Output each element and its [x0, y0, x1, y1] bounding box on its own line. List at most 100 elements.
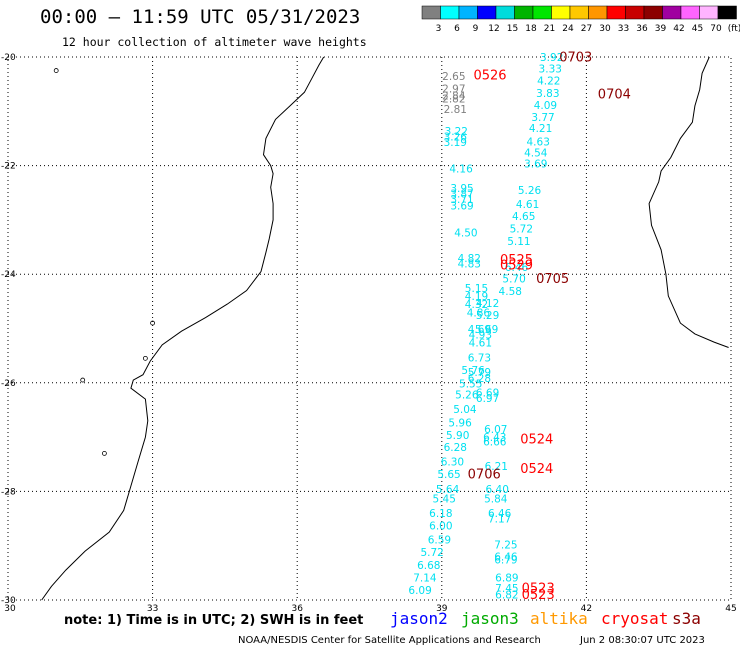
- wave-height-value: 7.17: [488, 514, 511, 526]
- wave-height-value: 6.30: [441, 457, 464, 469]
- wave-height-value: 6.66: [483, 437, 507, 449]
- color-scale-legend: 3 6 9 12 15 18 21 24 27 30 33 36 39 42 45 70 (ft): [421, 5, 740, 34]
- wave-height-value: 4.86: [467, 307, 491, 319]
- pass-time-label: 0706: [468, 468, 501, 483]
- wave-height-value: 5.45: [433, 494, 456, 506]
- wave-height-value: 6.89: [495, 572, 518, 584]
- wave-height-value: 4.63: [527, 136, 550, 148]
- wave-height-value: 5.84: [484, 494, 508, 506]
- map-island: [142, 355, 148, 361]
- wave-height-value: 4.83: [458, 258, 481, 270]
- pass-time-label: 0704: [598, 88, 631, 103]
- wave-height-value: 6.21: [485, 461, 508, 473]
- page-subtitle: 12 hour collection of altimeter wave hei…: [62, 35, 367, 49]
- colorbar-tick-label: (ft): [728, 24, 740, 34]
- colorbar-swatch: [717, 5, 737, 20]
- wave-height-value: 5.04: [453, 404, 477, 416]
- longitude-tick-label: 36: [291, 604, 303, 612]
- pass-time-label: 0524: [520, 432, 553, 447]
- wave-height-value: 6.73: [468, 352, 491, 364]
- wave-height-value: 4.58: [499, 286, 522, 298]
- wave-height-value: 3.33: [539, 63, 562, 75]
- wave-height-value: 4.65: [512, 211, 535, 223]
- longitude-tick-label: 42: [581, 604, 592, 612]
- wave-height-value: 3.22: [445, 126, 468, 138]
- map-island: [102, 450, 107, 456]
- satellite-s3a-label: s3a: [672, 609, 701, 628]
- wave-height-value: 3.83: [536, 88, 559, 100]
- wave-height-value: 5.90: [446, 430, 469, 442]
- wave-height-value: 4.16: [449, 163, 473, 175]
- wave-height-value: 7.25: [494, 540, 517, 552]
- satellite-jason3-label: jason3: [461, 609, 519, 628]
- colorbar-tick-label: 30: [599, 24, 611, 34]
- wave-height-value: 4.93: [469, 330, 492, 342]
- wave-height-value: 6.46: [505, 262, 529, 274]
- colorbar-tick-label: 15: [507, 24, 518, 34]
- wave-height-value: 6.46: [494, 552, 518, 564]
- wave-height-value: 3.69: [524, 159, 547, 171]
- longitude-tick-label: 30: [4, 604, 16, 612]
- latitude-tick-label: -22: [1, 162, 16, 172]
- colorbar-tick-label: 3: [436, 24, 442, 34]
- page-title: 00:00 — 11:59 UTC 05/31/2023: [40, 6, 361, 28]
- wave-height-value: 5.65: [437, 469, 460, 481]
- wave-height-value: 6.69: [476, 388, 499, 400]
- pass-time-label: 0525: [500, 253, 533, 268]
- wave-height-value: 3.92: [540, 52, 563, 64]
- wave-height-value: 5.72: [510, 224, 533, 236]
- wave-height-value: 2.82: [442, 93, 465, 105]
- colorbar-tick-label: 70: [710, 24, 722, 34]
- map-island: [150, 320, 156, 326]
- wave-height-value: 5.70: [502, 274, 525, 286]
- wave-height-value: 4.09: [534, 100, 557, 112]
- wave-height-value: 5.76: [461, 365, 485, 377]
- wave-height-value: 4.22: [537, 75, 560, 87]
- wave-height-value: 4.21: [529, 123, 552, 135]
- wave-height-value: 3.19: [444, 137, 467, 149]
- wave-height-value: 5.26: [455, 389, 479, 401]
- wave-height-value: 4.54: [524, 148, 548, 160]
- wave-height-value: 2.65: [442, 71, 465, 83]
- wave-height-value: 2.84: [442, 91, 466, 103]
- wave-height-value: 3.26: [444, 131, 468, 143]
- satellite-jason2-label: jason2: [390, 609, 448, 628]
- wave-height-value: 4.50: [454, 227, 477, 239]
- colorbar-tick-label: 36: [636, 24, 648, 34]
- map-island: [53, 68, 59, 73]
- wave-height-value: 6.59: [428, 534, 451, 546]
- madagascar-coastline: [648, 56, 729, 348]
- wave-height-value: 4.82: [458, 253, 481, 265]
- footer-credit: NOAA/NESDIS Center for Satellite Applica…: [238, 635, 541, 646]
- colorbar-tick-label: 33: [618, 24, 629, 34]
- wave-height-value: 4.61: [469, 338, 492, 350]
- wave-height-value: 6.82: [495, 590, 518, 602]
- wave-height-value: 5.64: [436, 484, 460, 496]
- wave-height-value: 3.71: [450, 194, 473, 206]
- wave-height-value: 3.69: [450, 200, 473, 212]
- footer-date: Jun 2 08:30:07 UTC 2023: [580, 635, 705, 646]
- wave-height-value: 5.55: [459, 378, 482, 390]
- wave-height-value: 6.40: [486, 484, 509, 496]
- latitude-tick-label: -26: [1, 379, 16, 389]
- latitude-tick-label: -24: [1, 270, 16, 280]
- map-island: [80, 377, 86, 383]
- colorbar-tick-label: 21: [544, 24, 555, 34]
- pass-time-label: 0526: [473, 69, 506, 84]
- wave-height-value: 4.61: [516, 199, 539, 211]
- pass-time-label: 0523: [522, 588, 555, 603]
- wave-height-value: 6.43: [483, 432, 506, 444]
- colorbar-tick-label: 9: [473, 24, 479, 34]
- colorbar-tick-label: 45: [692, 24, 703, 34]
- colorbar-tick-label: 12: [488, 24, 499, 34]
- wave-height-value: 4.32: [465, 299, 488, 311]
- latitude-tick-label: -28: [1, 487, 16, 497]
- africa-coastline: [41, 56, 325, 601]
- wave-height-value: 5.79: [468, 367, 491, 379]
- wave-height-value: 7.14: [413, 572, 437, 584]
- longitude-tick-label: 39: [436, 604, 448, 612]
- colorbar-tick-label: 18: [525, 24, 537, 34]
- wave-height-value: 3.95: [450, 183, 473, 195]
- pass-time-label: 0705: [536, 272, 569, 287]
- wave-height-value: 6.00: [429, 521, 452, 533]
